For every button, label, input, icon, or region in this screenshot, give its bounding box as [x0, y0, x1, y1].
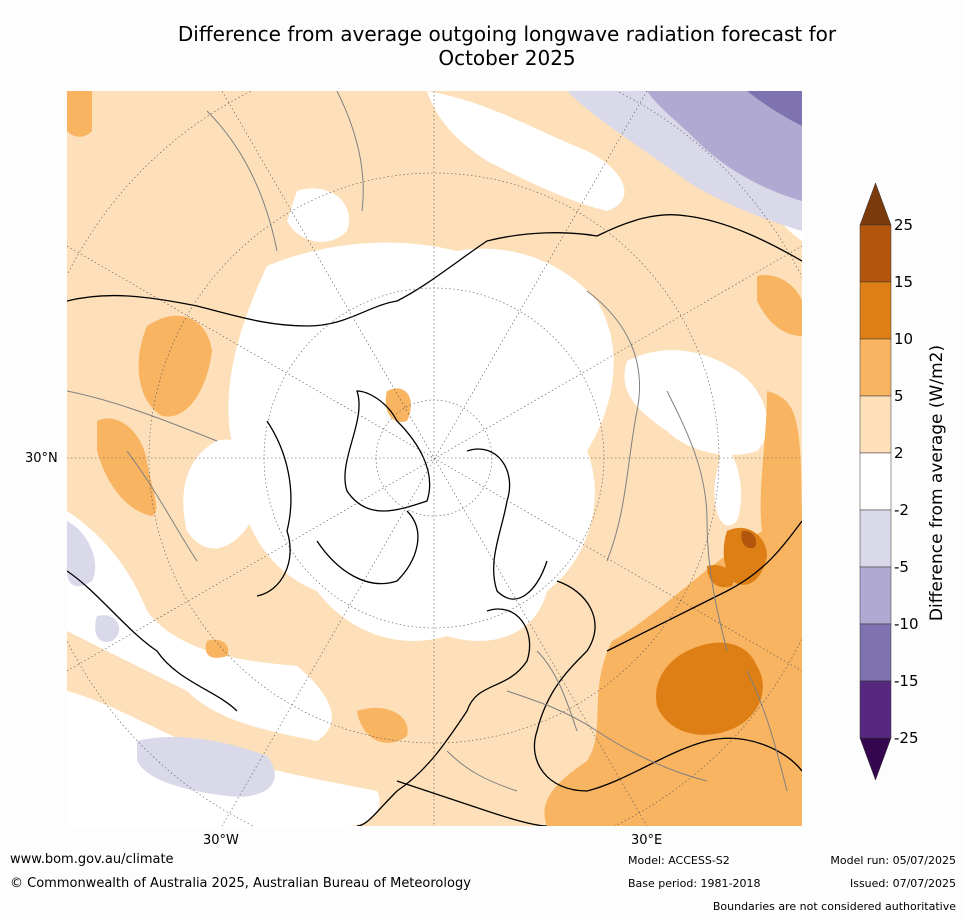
footer-url: www.bom.gov.au/climate — [10, 852, 174, 867]
footer-base-period: Base period: 1981-2018 — [628, 877, 761, 890]
colorbar-tick-label: -2 — [894, 501, 909, 519]
colorbar-tick-label: 5 — [894, 387, 904, 405]
colorbar-band — [859, 281, 892, 340]
colorbar-band — [859, 452, 892, 511]
colorbar-tick-label: -10 — [894, 615, 919, 633]
colorbar-tick-label: -15 — [894, 672, 919, 690]
colorbar-tick-label: 25 — [894, 216, 914, 234]
lat-label-30n: 30°N — [25, 451, 58, 466]
footer-model-run: Model run: 05/07/2025 — [830, 854, 956, 867]
colorbar-tick-label: 2 — [894, 444, 904, 462]
colorbar-band — [859, 566, 892, 625]
lon-label-30w: 30°W — [203, 833, 239, 848]
colorbar-band — [859, 680, 892, 739]
coastlines — [67, 214, 802, 826]
anomaly-minus-10-15 — [747, 91, 802, 126]
colorbar-tick-label: -5 — [894, 558, 909, 576]
country-borders — [67, 91, 788, 792]
anomaly-minus-5-10 — [647, 91, 802, 201]
graticule — [67, 91, 802, 826]
colorbar-tick-label: 15 — [894, 273, 914, 291]
colorbar — [859, 183, 892, 781]
title-line-1: Difference from average outgoing longwav… — [177, 22, 837, 46]
colorbar-title: Difference from average (W/m2) — [927, 344, 947, 622]
footer-disclaimer: Boundaries are not considered authoritat… — [712, 900, 956, 913]
colorbar-band — [859, 338, 892, 397]
polar-map — [67, 91, 802, 826]
anomaly-10-15 — [656, 527, 767, 735]
colorbar-extend-top — [859, 183, 892, 226]
lon-label-30e: 30°E — [631, 833, 663, 848]
title-line-2: October 2025 — [438, 46, 576, 70]
chart-title: Difference from average outgoing longwav… — [0, 22, 965, 70]
colorbar-tick-label: -25 — [894, 729, 919, 747]
colorbar-band — [859, 509, 892, 568]
footer-copyright: © Commonwealth of Australia 2025, Austra… — [10, 876, 471, 891]
colorbar-band — [859, 395, 892, 454]
anomaly-15-25 — [741, 530, 757, 549]
colorbar-band — [859, 623, 892, 682]
colorbar-tick-label: 10 — [894, 330, 914, 348]
colorbar-band — [859, 224, 892, 283]
footer-issued: Issued: 07/07/2025 — [849, 877, 956, 890]
footer-model: Model: ACCESS-S2 — [628, 854, 730, 867]
map-svg — [67, 91, 802, 826]
colorbar-extend-bottom — [859, 737, 892, 781]
